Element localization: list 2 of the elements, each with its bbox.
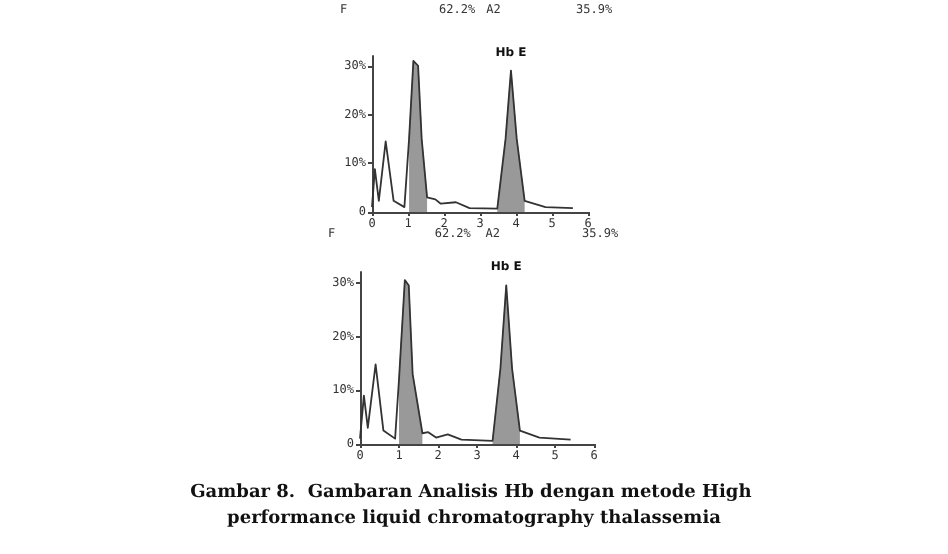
text: Gambar 8. Gambaran Analisis Hb dengan metode High performance liquid chromatography thalassemia (190, 483, 758, 529)
line-series (359, 279, 572, 442)
